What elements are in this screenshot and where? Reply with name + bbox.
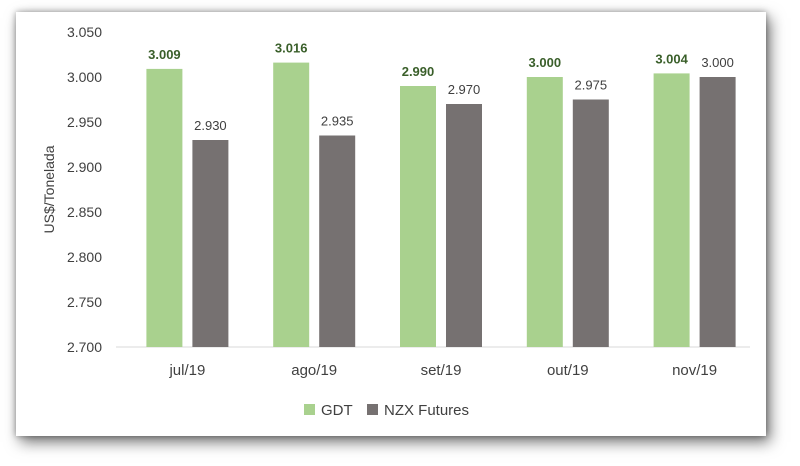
x-category-label: set/19 xyxy=(421,362,462,379)
bars-group xyxy=(146,62,736,348)
bar-gdt xyxy=(653,73,690,348)
data-label-gdt: 3.000 xyxy=(529,55,562,70)
bar-gdt xyxy=(146,68,183,348)
data-label-gdt: 3.016 xyxy=(275,41,308,56)
y-tick-label: 2.800 xyxy=(67,249,102,265)
x-category-label: ago/19 xyxy=(291,362,337,379)
bar-gdt xyxy=(526,77,563,347)
chart-card xyxy=(16,12,766,436)
bar-nzx-futures xyxy=(446,104,482,347)
data-label-nzx-futures: 2.935 xyxy=(321,114,354,129)
bar-gdt xyxy=(273,62,310,347)
bar-nzx-futures xyxy=(699,77,736,347)
legend-swatch-nzx-futures xyxy=(367,404,378,415)
bar-nzx-futures xyxy=(572,99,609,347)
y-tick-label: 2.750 xyxy=(67,294,102,310)
data-label-nzx-futures: 2.975 xyxy=(575,78,608,93)
legend: GDT NZX Futures xyxy=(304,402,469,419)
y-tick-label: 3.050 xyxy=(67,24,102,40)
legend-label-gdt: GDT xyxy=(321,402,353,419)
y-axis-ticks: 2.700 2.750 2.800 2.850 2.900 2.950 3.000 3.050 xyxy=(67,24,102,355)
data-label-nzx-futures: 3.000 xyxy=(701,55,734,70)
bar-nzx-futures xyxy=(192,140,229,347)
legend-label-nzx-futures: NZX Futures xyxy=(384,402,469,419)
data-labels-group: 3.009 2.930 3.016 2.935 2.990 2.970 3.000 2.975… xyxy=(148,41,734,133)
y-tick-label: 2.850 xyxy=(67,204,102,220)
x-category-label: out/19 xyxy=(547,362,589,379)
x-category-label: jul/19 xyxy=(168,362,205,379)
legend-swatch-gdt xyxy=(304,404,315,415)
y-axis-label: US$/Tonelada xyxy=(41,145,57,233)
y-tick-label: 2.900 xyxy=(67,159,102,175)
data-label-gdt: 2.990 xyxy=(402,64,435,79)
data-label-nzx-futures: 2.970 xyxy=(448,82,481,97)
y-tick-label: 2.700 xyxy=(67,339,102,355)
bar-gdt xyxy=(400,86,436,347)
data-label-gdt: 3.009 xyxy=(148,47,181,62)
y-tick-label: 2.950 xyxy=(67,114,102,130)
bar-nzx-futures xyxy=(319,135,356,347)
x-axis-categories: jul/19 ago/19 set/19 out/19 nov/19 xyxy=(168,362,717,379)
y-tick-label: 3.000 xyxy=(67,69,102,85)
data-label-gdt: 3.004 xyxy=(655,51,688,66)
data-label-nzx-futures: 2.930 xyxy=(194,118,227,133)
x-category-label: nov/19 xyxy=(672,362,717,379)
